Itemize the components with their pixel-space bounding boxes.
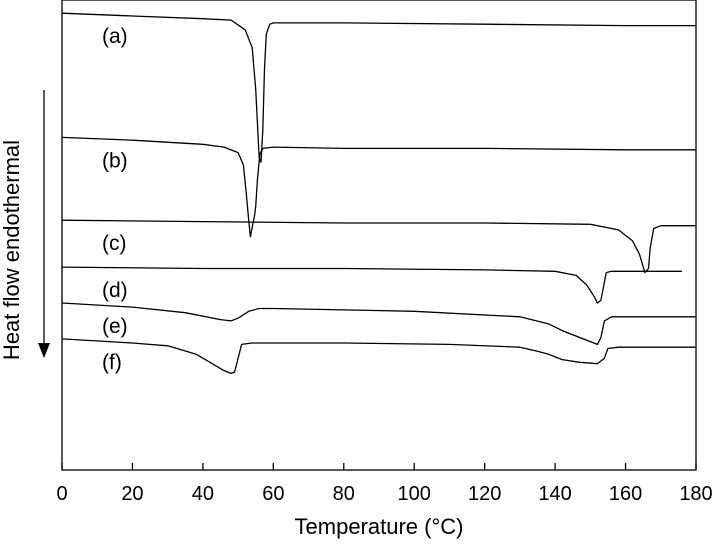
curve-3	[61, 266, 682, 304]
curve-0	[61, 12, 696, 163]
curve-label-5: (f)	[102, 351, 122, 374]
x-axis-title: Temperature (°C)	[295, 514, 464, 539]
plot-frame	[61, 0, 697, 471]
x-tick-label: 160	[609, 483, 642, 505]
curve-label-2: (c)	[102, 232, 127, 255]
curve-2	[61, 219, 696, 274]
curve-label-0: (a)	[102, 25, 128, 48]
x-tick-label: 0	[56, 483, 67, 505]
x-axis-ticks: 0 20 40 60 80 100 120 140 160 180	[56, 463, 713, 505]
x-tick-label: 60	[262, 483, 284, 505]
x-tick-label: 20	[121, 483, 143, 505]
heat-flow-arrow-head	[38, 343, 50, 358]
curve-label-1: (b)	[102, 149, 128, 172]
x-tick-label: 180	[679, 483, 712, 505]
curve-4	[61, 302, 696, 346]
x-tick-label: 40	[192, 483, 214, 505]
x-tick-label: 140	[538, 483, 571, 505]
curves	[61, 12, 696, 375]
curve-label-4: (e)	[102, 315, 128, 338]
curve-5	[61, 338, 696, 375]
curve-1	[61, 136, 696, 238]
x-tick-label: 80	[333, 483, 355, 505]
curve-labels: (a) (b) (c) (d) (e) (f)	[102, 25, 128, 374]
x-tick-label: 120	[468, 483, 501, 505]
curve-label-3: (d)	[102, 279, 128, 302]
y-axis-title: Heat flow endothermal	[0, 140, 24, 360]
x-tick-label: 100	[398, 483, 431, 505]
